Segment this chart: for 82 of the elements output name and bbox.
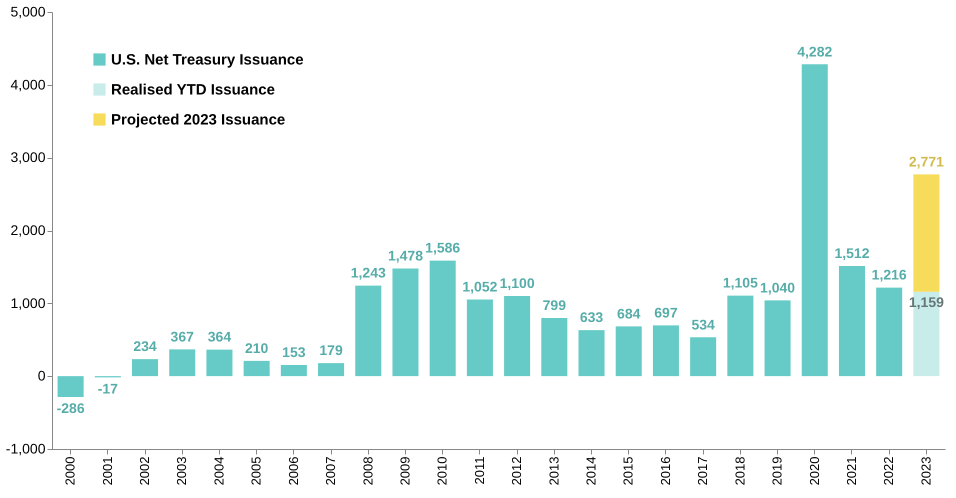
bar [355,286,382,376]
bar [541,318,568,376]
x-tick-label: 2010 [434,456,450,486]
y-tick-label: 4,000 [10,76,46,92]
data-label: 1,159 [908,294,944,310]
bar [876,288,902,376]
data-label: 1,512 [834,245,870,262]
x-tick-label: 2009 [397,456,412,486]
data-label: 1,243 [350,264,386,281]
y-tick-label: 5,000 [10,4,46,20]
bar [727,296,754,376]
x-tick-label: 2002 [137,456,152,486]
x-tick-label: 2007 [323,456,338,486]
bar [244,360,270,376]
x-tick-label: 2016 [658,456,673,486]
data-label: 210 [244,340,269,356]
bar [616,326,642,376]
x-tick-label: 2023 [918,456,934,486]
bar [504,296,530,376]
bar [466,300,493,376]
x-tick-label: 2021 [844,456,859,486]
data-label: 1,040 [760,279,796,296]
bar [169,349,196,376]
bar [802,64,828,376]
x-tick-label: 2012 [509,456,524,486]
x-tick-label: 2001 [100,456,115,486]
x-tick-label: 2011 [472,456,487,484]
y-tick-label: 0 [38,368,46,384]
data-label: 364 [208,328,232,345]
bar [913,174,940,292]
x-tick-label: 2005 [248,456,264,486]
x-tick-label: 2019 [770,456,785,486]
data-label: -17 [98,380,118,396]
data-label: -286 [56,400,85,416]
y-tick-label: 3,000 [10,149,46,166]
data-label: 534 [691,316,716,332]
data-label: 1,216 [872,266,907,283]
x-tick-label: 2006 [286,456,301,486]
data-label: 633 [580,309,604,326]
bar [132,359,158,376]
data-label: 4,282 [797,43,832,60]
data-label: 1,105 [722,274,758,291]
x-tick-label: 2022 [881,456,896,486]
total-label: 2,771 [908,153,944,170]
bar [430,260,456,376]
bar [764,300,791,376]
x-tick-label: 2013 [546,456,562,486]
data-label: 367 [170,328,194,344]
bar [318,363,344,376]
bar [206,350,232,376]
legend-label: Realised YTD Issuance [111,82,275,98]
y-tick-label: 2,000 [10,222,46,238]
bar [838,266,865,376]
bar [280,365,307,376]
y-tick-label: -1,000 [6,440,46,456]
data-label: 684 [617,305,641,322]
data-label: 1,100 [500,275,535,292]
x-tick-label: 2003 [174,456,190,486]
legend-label: U.S. Net Treasury Issuance [111,52,304,68]
x-tick-label: 2014 [584,456,599,486]
data-label: 1,052 [462,278,498,295]
data-label: 153 [282,344,306,360]
bar [392,268,418,376]
bar [690,337,716,376]
x-tick-label: 2015 [620,456,636,486]
x-tick-label: 2008 [360,456,376,486]
x-tick-label: 2004 [211,456,226,486]
data-label: 234 [133,338,157,354]
data-label: 1,586 [425,240,460,256]
data-label: 1,478 [388,248,424,264]
x-tick-label: 2020 [806,456,822,486]
x-tick-label: 2000 [62,456,78,486]
bar [58,376,84,397]
y-tick-label: 1,000 [10,294,46,311]
data-label: 799 [542,296,566,313]
legend-label: Projected 2023 Issuance [111,112,286,128]
x-tick-label: 2017 [695,456,710,486]
bar [652,325,679,376]
data-label: 179 [319,342,343,358]
bar [578,330,605,376]
data-label: 697 [654,304,678,320]
x-tick-label: 2018 [732,456,748,486]
